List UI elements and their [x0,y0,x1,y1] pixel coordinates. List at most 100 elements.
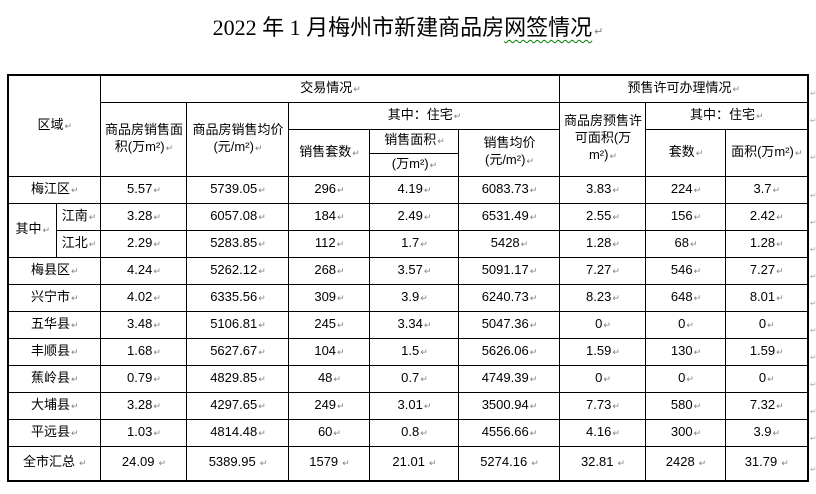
cell-value: 156↵ [670,207,702,223]
value-cell: 4.19↵ [369,175,460,204]
col-header-region: 区域↵ [7,74,102,177]
cell-value: 0↵ [758,369,775,385]
cell-value: 5627.67↵ [210,342,266,358]
value-cell: 0.7↵ [369,364,460,393]
cell-value: 7.73↵ [586,396,620,412]
cell-value: 7.32↵ [749,396,784,412]
paragraph-mark-icon: ↵ [453,111,462,122]
paragraph-mark-icon: ↵ [153,347,161,358]
paragraph-mark-icon: ↵ [529,428,538,439]
value-cell: 4297.65↵ [186,391,290,420]
paragraph-mark-icon: ↵ [529,320,538,331]
value-cell: 3.9↵ [725,418,809,447]
paragraph-mark-icon: ↵ [153,293,161,304]
row-label: 兴宁市↵ [7,283,102,312]
cell-value: 1.59↵ [749,342,784,358]
paragraph-mark-icon: ↵ [429,160,438,171]
cell-value: 112↵ [314,234,345,250]
paragraph-mark-icon: ↵ [781,459,789,470]
cell-value: 0.7↵ [401,369,428,385]
cell-value: 3.7↵ [753,180,781,196]
value-cell: 68↵ [645,229,727,258]
header-row-1: 区域↵ 交易情况↵ 预售许可办理情况↵ [7,74,809,177]
cell-value: 5428↵ [490,234,529,250]
paragraph-mark-icon: ↵ [258,266,266,277]
cell-value: 296↵ [314,180,345,196]
paragraph-mark-icon: ↵ [153,320,161,331]
paragraph-mark-icon: ↵ [609,152,617,162]
row-label: 平远县↵ [7,418,102,447]
cell-value: 3.9↵ [753,423,781,439]
cell-value: 130↵ [670,342,702,358]
paragraph-mark-icon: ↵ [88,212,97,223]
value-cell: 0↵ [645,364,727,393]
paragraph-mark-icon: ↵ [337,401,345,412]
value-cell: 3500.94↵ [458,391,561,420]
value-cell: 32.81 ↵ [559,445,647,482]
value-cell: 5047.36↵ [458,310,561,339]
cell-value: 4749.39↵ [481,369,538,385]
header-row-3: 销售套数↵ 销售面积↵ (万m²)↵ 销售均价(元/m²)↵ 套数↵ 面积(万m… [8,128,809,177]
header-label: 其中：住宅↵ [689,106,764,122]
header-label: (万m²)↵ [391,155,438,171]
cell-value: 48↵ [317,369,341,385]
row-label-text: 平远县↵ [30,423,79,439]
value-cell: 6057.08↵ [186,202,290,231]
cell-value: 68↵ [674,234,698,250]
paragraph-mark-icon: ↵ [337,185,345,196]
paragraph-mark-icon: ↵ [153,266,161,277]
paragraph-mark-icon: ↵ [70,185,79,196]
value-cell: 5283.85↵ [186,229,290,258]
cell-value: 0↵ [758,315,775,331]
value-cell: 2.42↵ [725,202,809,231]
paragraph-mark-icon: ↵ [336,239,345,250]
value-cell: 0↵ [645,310,727,339]
paragraph-mark-icon: ↵ [776,293,784,304]
paragraph-mark-icon: ↵ [776,239,784,250]
col-header-presale-area: 商品房预售许可面积(万m²)↵ [559,101,647,177]
paragraph-mark-icon: ↵ [612,401,620,412]
paragraph-mark-icon: ↵ [755,111,764,122]
header-label: 交易情况↵ [300,79,361,95]
value-cell: 4.24↵ [100,256,188,285]
header-label: 预售许可办理情况↵ [627,79,741,95]
paragraph-mark-icon: ↵ [594,25,604,38]
col-header-presale-units: 套数↵ [645,128,727,177]
value-cell: 4556.66↵ [458,418,561,447]
paragraph-mark-icon: ↵ [70,266,79,277]
paragraph-mark-icon: ↵ [612,212,620,223]
value-cell: 3.57↵ [369,256,460,285]
value-cell: 1.28↵ [559,229,647,258]
cell-value: 7.27↵ [586,261,620,277]
row-group-label-text: 其中↵ [15,221,50,236]
value-cell: 2.55↵ [559,202,647,231]
value-cell: 245↵ [288,310,371,339]
cell-value: 580↵ [670,396,702,412]
cell-value: 4829.85↵ [210,369,266,385]
value-cell: 0↵ [559,310,647,339]
value-cell: 4.02↵ [100,283,188,312]
header-label: 其中：住宅↵ [387,106,462,122]
value-cell: 268↵ [288,256,371,285]
paragraph-mark-icon: ↵ [767,374,775,385]
header-label: 商品房销售均价(元/m²)↵ [192,121,284,154]
value-cell: 156↵ [645,202,727,231]
row-label: 大埔县↵ [7,391,102,420]
table-row-jiangbei: 江北↵ 2.29↵ 5283.85↵ 112↵ 1.7↵ 5428↵ 1.28↵… [8,229,809,258]
paragraph-mark-icon: ↵ [529,212,538,223]
paragraph-mark-icon: ↵ [526,157,534,167]
value-cell: 0↵ [559,364,647,393]
value-cell: 1.5↵ [369,337,460,366]
value-cell: 3.83↵ [559,175,647,204]
value-cell: 48↵ [288,364,371,393]
header-label: 套数↵ [668,143,704,159]
cell-value: 21.01 ↵ [392,454,437,470]
value-cell: 5106.81↵ [186,310,290,339]
cell-value: 5106.81↵ [210,315,266,331]
paragraph-mark-icon: ↵ [70,428,79,439]
row-label-text: 五华县↵ [30,315,79,331]
value-cell: 4814.48↵ [186,418,290,447]
value-cell: 5274.16 ↵ [458,445,561,482]
paragraph-mark-icon: ↵ [612,185,620,196]
paragraph-mark-icon: ↵ [258,185,266,196]
